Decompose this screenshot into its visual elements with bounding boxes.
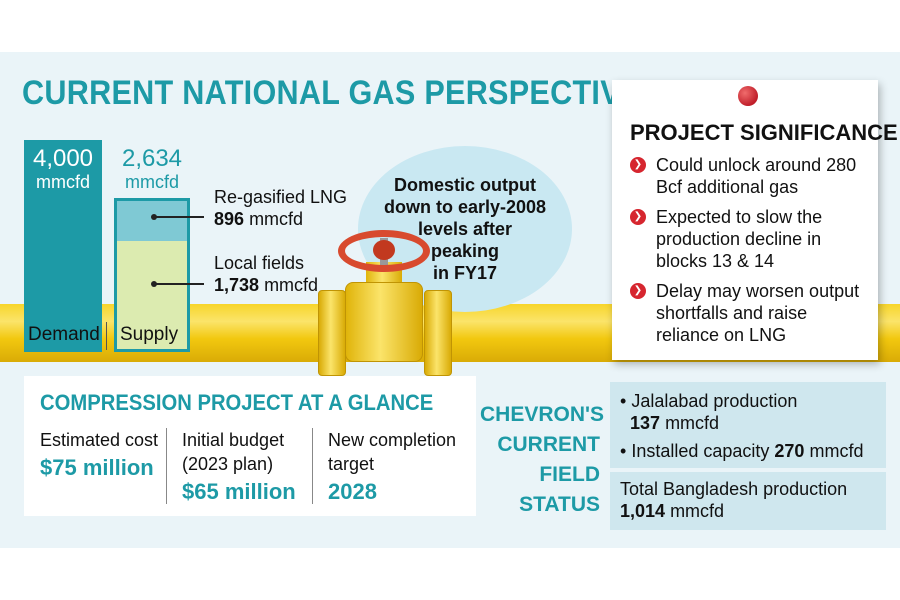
capacity-value: 270	[774, 441, 805, 461]
supply-segment-local	[117, 241, 187, 349]
budget-value: $65 million	[182, 479, 296, 504]
jalalabad-value: 137	[630, 413, 661, 433]
page-title: CURRENT NATIONAL GAS PERSPECTIVE	[22, 74, 642, 112]
list-item: ❯ Expected to slow the production declin…	[630, 206, 870, 272]
jalalabad-production: • Jalalabad production 137 mmcfd	[620, 391, 798, 433]
local-segment-label: Local fields 1,738 mmcfd	[214, 252, 318, 296]
significance-text-3: Delay may worsen output shortfalls and r…	[656, 281, 860, 345]
total-unit: mmcfd	[670, 501, 725, 521]
budget-label: Initial budget (2023 plan)	[182, 430, 285, 474]
compression-project-box	[24, 376, 476, 516]
supply-label: Supply	[120, 324, 179, 345]
chevron-right-icon: ❯	[630, 157, 646, 173]
list-item: ❯ Delay may worsen output shortfalls and…	[630, 280, 870, 346]
lng-leader-line	[154, 216, 204, 218]
supply-value: 2,634	[121, 145, 183, 172]
local-unit: mmcfd	[264, 275, 319, 295]
pipe-flange-left	[318, 290, 346, 376]
chevron-title-line-2: CURRENT	[497, 433, 600, 456]
project-significance-list: ❯ Could unlock around 280 Bcf additional…	[630, 154, 870, 354]
lng-segment-label: Re-gasified LNG 896 mmcfd	[214, 186, 347, 230]
local-value: 1,738	[214, 275, 260, 295]
chevron-title-line-1: CHEVRON'S	[480, 403, 605, 426]
demand-label: Demand	[28, 324, 100, 345]
cost-label: Estimated cost	[40, 430, 159, 450]
installed-capacity: • Installed capacity 270 mmcfd	[620, 441, 864, 461]
chevron-status-title: CHEVRON'S CURRENT FIELD STATUS	[480, 400, 605, 520]
lng-value: 896	[214, 209, 245, 229]
bar-label-divider	[106, 322, 107, 350]
compression-col-cost: Estimated cost $75 million	[40, 428, 160, 482]
demand-value: 4,000	[32, 145, 94, 172]
total-production-box	[610, 472, 886, 530]
total-label: Total Bangladesh production	[620, 479, 848, 499]
compression-title: COMPRESSION PROJECT AT A GLANCE	[40, 390, 434, 415]
total-production: Total Bangladesh production 1,014 mmcfd	[620, 478, 882, 522]
note-line-2: down to early-2008	[383, 197, 547, 217]
valve-hub	[373, 240, 395, 260]
compression-divider-1	[166, 428, 167, 504]
jalalabad-unit: mmcfd	[665, 413, 720, 433]
note-line-4: peaking	[430, 241, 500, 261]
note-bubble-text: Domestic output down to early-2008 level…	[372, 174, 558, 284]
total-value: 1,014	[620, 501, 666, 521]
project-significance-card	[612, 80, 878, 360]
compression-col-budget: Initial budget (2023 plan) $65 million	[182, 428, 306, 506]
supply-bar	[114, 198, 190, 352]
lng-unit: mmcfd	[249, 209, 304, 229]
chevron-right-icon: ❯	[630, 209, 646, 225]
target-value: 2028	[328, 479, 377, 504]
target-label: New completion target	[328, 430, 457, 474]
list-item: ❯ Could unlock around 280 Bcf additional…	[630, 154, 870, 198]
compression-divider-2	[312, 428, 313, 504]
local-leader-line	[154, 283, 204, 285]
supply-segment-lng	[117, 201, 187, 241]
significance-text-1: Could unlock around 280 Bcf additional g…	[656, 155, 857, 197]
demand-unit: mmcfd	[36, 172, 90, 192]
note-line-3: levels after	[417, 219, 513, 239]
cost-value: $75 million	[40, 455, 154, 480]
local-label-text: Local fields	[214, 253, 305, 273]
chevron-right-icon: ❯	[630, 283, 646, 299]
chevron-title-line-4: STATUS	[519, 493, 600, 516]
compression-col-target: New completion target 2028	[328, 428, 468, 506]
jalalabad-label: Jalalabad production	[631, 391, 798, 411]
demand-bar	[24, 140, 102, 352]
chevron-title-line-3: FIELD	[539, 463, 600, 486]
pipe-flange-right	[424, 290, 452, 376]
project-significance-title: PROJECT SIGNIFICANCE	[630, 120, 898, 145]
supply-unit: mmcfd	[125, 172, 179, 192]
significance-text-2: Expected to slow the production decline …	[656, 207, 823, 271]
capacity-unit: mmcfd	[809, 441, 864, 461]
chevron-field-box	[610, 382, 886, 468]
note-line-5: in FY17	[432, 263, 498, 283]
note-line-1: Domestic output	[394, 175, 536, 195]
pushpin-icon	[738, 86, 758, 106]
valve-wheel-icon	[338, 230, 430, 272]
lng-label-text: Re-gasified LNG	[214, 187, 348, 207]
capacity-label: Installed capacity	[631, 441, 770, 461]
valve-body	[345, 282, 423, 362]
